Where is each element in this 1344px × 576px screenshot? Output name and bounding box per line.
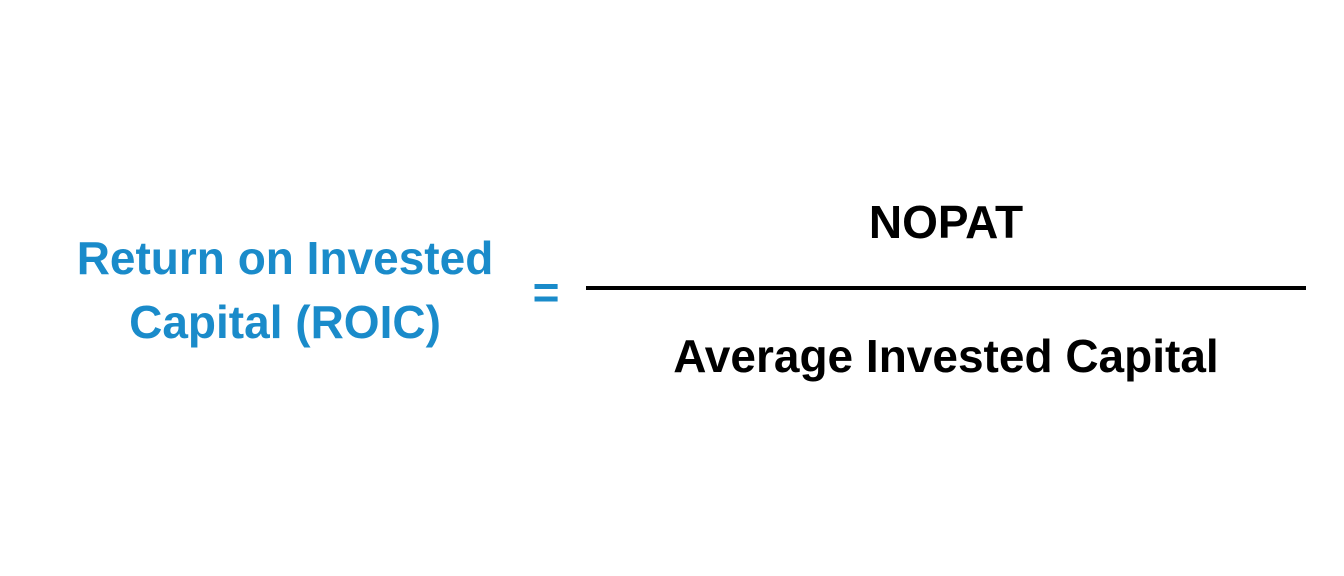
formula-numerator: NOPAT xyxy=(868,196,1024,248)
fraction-bar xyxy=(586,286,1306,290)
lhs-line-2: Capital (ROIC) xyxy=(129,296,441,348)
equals-sign: = xyxy=(532,266,560,318)
formula-denominator: Average Invested Capital xyxy=(673,330,1219,382)
formula-lhs: Return on Invested Capital (ROIC) xyxy=(40,226,530,354)
lhs-line-1: Return on Invested xyxy=(76,232,494,284)
